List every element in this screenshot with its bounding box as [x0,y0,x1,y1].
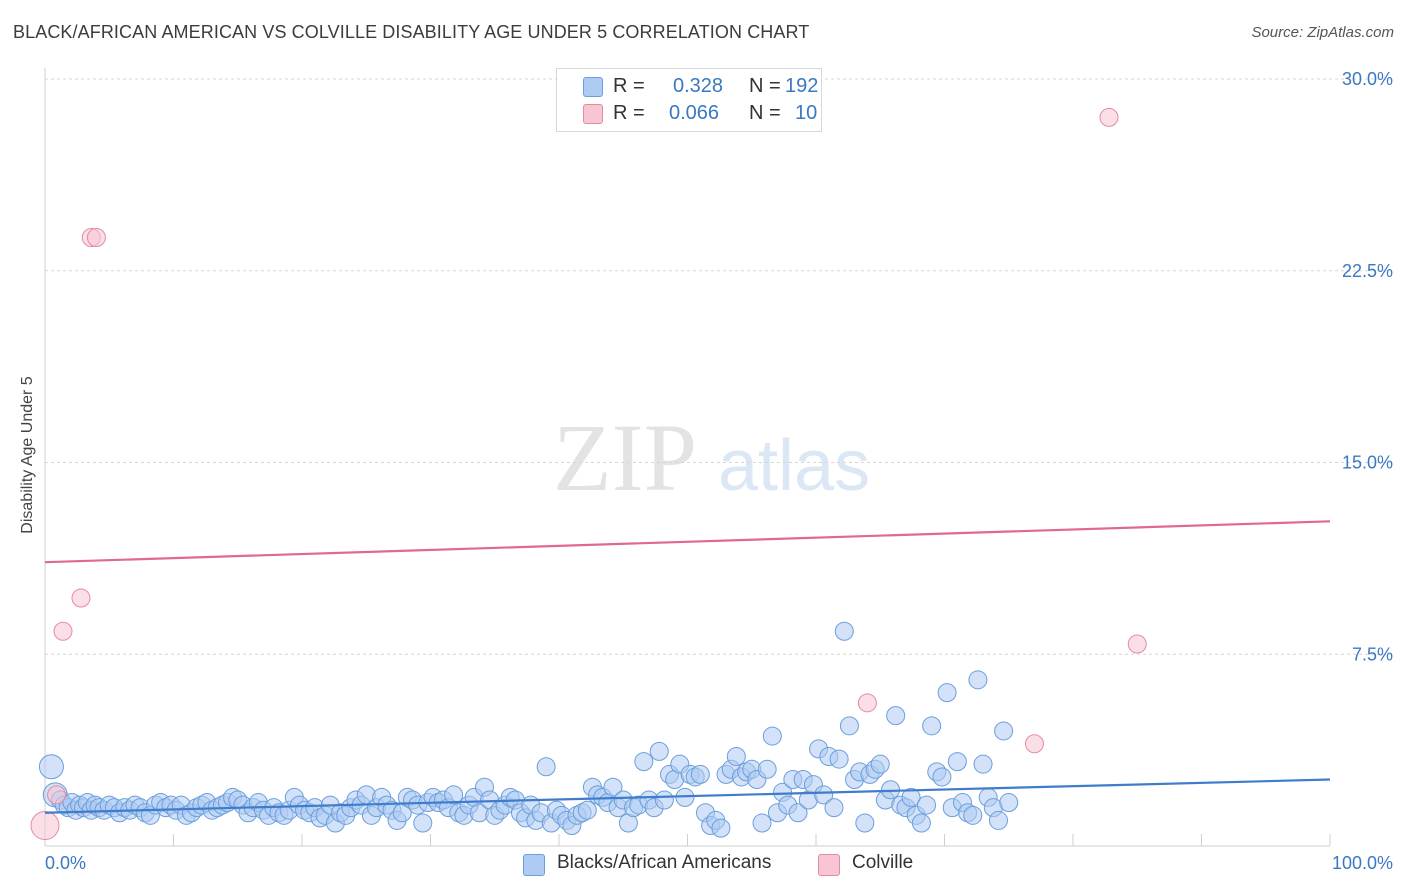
data-point-blacks [963,805,983,825]
legend-n-label: N = [749,102,781,124]
data-point-colville [1127,634,1147,654]
bottom-legend-label-blacks: Blacks/African Americans [557,852,772,873]
data-point-blacks [999,793,1019,813]
x-tick-label: 0.0% [45,853,86,873]
data-point-blacks [814,785,834,805]
data-point-blacks [38,754,64,780]
trend-line-colville [44,520,1331,564]
data-point-colville [1024,734,1044,754]
data-point-blacks [762,726,782,746]
data-point-blacks [922,716,942,736]
legend-n-label: N = [749,75,781,97]
data-point-blacks [603,777,623,797]
tick-labels: 7.5% 15.0% 22.5% 30.0% 0.0% 100.0% [45,69,1393,873]
data-point-blacks [752,813,772,833]
data-point-blacks [911,813,931,833]
legend-r-value: 0.328 [673,75,724,97]
watermark-atlas: atlas [718,426,870,506]
data-point-colville [71,588,91,608]
data-point-blacks [577,800,597,820]
source-credit: Source: ZipAtlas.com [1251,24,1394,41]
data-point-blacks [839,716,859,736]
bottom-legend-label-colville: Colville [852,852,914,873]
data-point-colville [1099,107,1119,127]
data-point-blacks [937,683,957,703]
legend-n-value: 10 [795,102,818,124]
data-point-colville [53,621,73,641]
data-point-blacks [829,749,849,769]
legend-swatch-colville [583,104,603,124]
data-point-blacks [901,787,921,807]
legend-r-label: R = [613,102,645,124]
legend-n-value: 192 [785,75,819,97]
data-point-colville [30,811,60,841]
data-point-colville [857,693,877,713]
x-tick-label: 100.0% [1332,853,1393,873]
watermark-zip: ZIP [553,404,697,511]
data-point-blacks [988,810,1008,830]
y-tick-label: 7.5% [1352,644,1393,664]
data-point-blacks [690,764,710,784]
data-point-blacks [932,767,952,787]
bottom-legend-swatch-colville [818,854,840,876]
data-point-blacks [870,754,890,774]
data-point-blacks [654,790,674,810]
y-tick-label: 22.5% [1342,261,1393,281]
legend-swatch-blacks [583,77,603,97]
data-point-colville [86,228,106,248]
data-point-blacks [917,795,937,815]
data-point-blacks [855,813,875,833]
data-point-blacks [413,813,433,833]
data-point-blacks [634,752,654,772]
trend-line-blacks [44,778,1331,814]
data-point-blacks [649,741,669,761]
data-point-blacks [788,803,808,823]
data-point-blacks [968,670,988,690]
y-tick-label: 30.0% [1342,69,1393,89]
chart-title: BLACK/AFRICAN AMERICAN VS COLVILLE DISAB… [13,22,810,42]
data-point-blacks [886,706,906,726]
data-point-blacks [824,798,844,818]
data-point-blacks [726,747,746,767]
data-point-blacks [536,757,556,777]
data-point-blacks [973,754,993,774]
legend-r-label: R = [613,75,645,97]
data-point-blacks [947,752,967,772]
legend-r-value: 0.066 [669,102,720,124]
data-point-blacks [444,785,464,805]
data-point-blacks [757,759,777,779]
data-points [30,107,1147,841]
data-point-blacks [834,621,854,641]
gridlines [45,78,1392,655]
correlation-legend: R = 0.328 N = 192 R = 0.066 N = 10 [556,68,822,132]
data-point-colville [47,785,67,805]
data-point-blacks [711,818,731,838]
bottom-legend-swatch-blacks [523,854,545,876]
data-point-blacks [994,721,1014,741]
y-tick-label: 15.0% [1342,453,1393,473]
trend-lines [44,520,1331,814]
axes [44,68,1331,847]
